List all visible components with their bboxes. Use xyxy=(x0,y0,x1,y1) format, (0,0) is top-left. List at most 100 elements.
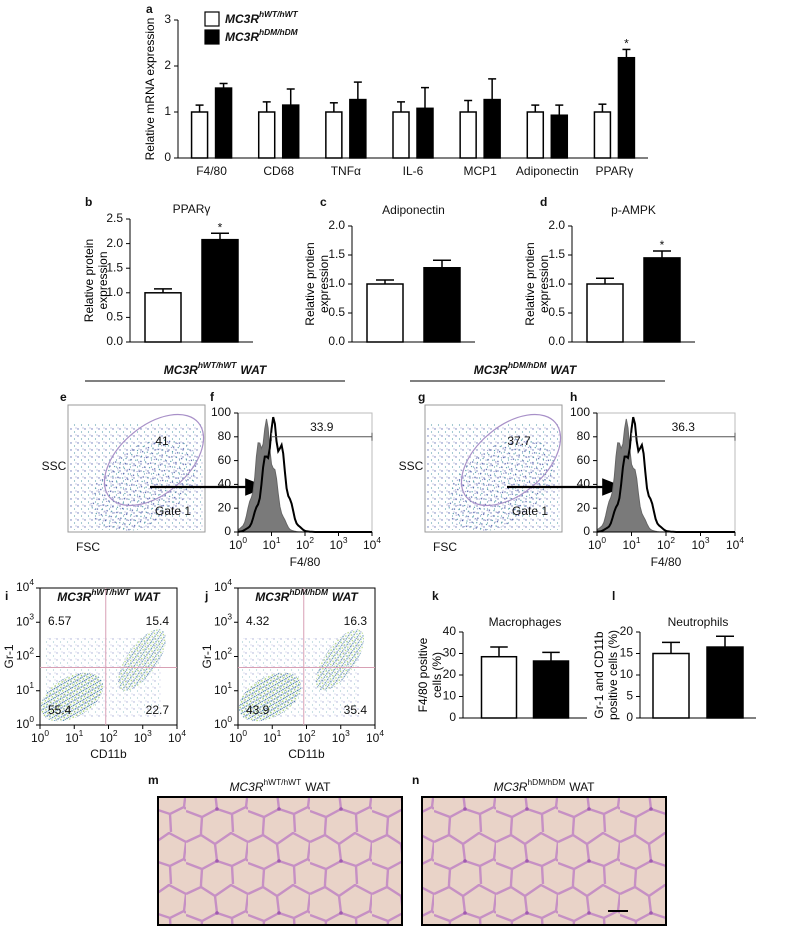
x-tick-label: 100 xyxy=(588,535,606,552)
y-tick-label: 3 xyxy=(164,12,171,26)
panel-letter: h xyxy=(570,390,577,404)
gate-name: Gate 1 xyxy=(155,504,191,518)
tick-exponent: 0 xyxy=(227,714,232,724)
y-axis-label: SSC xyxy=(42,459,67,473)
y-axis-label: Gr-1 xyxy=(200,644,214,668)
tick-base: 10 xyxy=(297,731,311,745)
y-axis-label-box: Gr-1 and CD11b positive cells (%) xyxy=(592,630,620,720)
tick-base: 10 xyxy=(168,731,182,745)
y-tick-label: 20 xyxy=(443,667,457,681)
tick-base: 10 xyxy=(332,731,346,745)
tick-exponent: 2 xyxy=(670,535,675,545)
tick-base: 10 xyxy=(134,731,148,745)
x-tick-label: 103 xyxy=(691,535,709,552)
tick-exponent: 1 xyxy=(79,728,84,738)
tick-exponent: 2 xyxy=(227,646,232,656)
label: MC3RhWT/hWT WAT xyxy=(57,587,161,604)
tick-base: 10 xyxy=(262,538,276,552)
histology-image xyxy=(157,796,403,926)
x-tick-label: TNFα xyxy=(331,164,361,178)
panel-letter: k xyxy=(432,589,439,603)
y-tick-label: 1.0 xyxy=(548,276,565,290)
bar xyxy=(325,111,343,159)
bar xyxy=(532,660,570,719)
tick-base: 10 xyxy=(16,580,30,594)
y-tick-label: 10 xyxy=(443,689,457,703)
y-tick-label: 2 xyxy=(164,58,171,72)
panel-letter: j xyxy=(204,589,208,603)
x-tick-label: 100 xyxy=(229,535,247,552)
legend-swatch xyxy=(204,11,220,27)
label-superscript: hDM/hDM xyxy=(527,777,565,787)
y-tick-label: 0 xyxy=(164,150,171,164)
tick-base: 10 xyxy=(16,649,30,663)
label-superscript: hWT/hWT xyxy=(91,587,130,597)
panel-letter: i xyxy=(5,589,8,603)
y-axis-label-box: F4/80 positive cells (%) xyxy=(416,638,444,713)
y-tick-label: 0 xyxy=(626,710,633,724)
tick-exponent: 4 xyxy=(739,535,744,545)
y-axis-label-box: Relative protien expression xyxy=(523,242,551,325)
tick-base: 10 xyxy=(296,538,310,552)
panel-letter: l xyxy=(612,589,615,603)
x-tick-label: 104 xyxy=(366,728,384,745)
tick-exponent: 4 xyxy=(181,728,186,738)
chart-title: PPARγ xyxy=(173,202,211,216)
tick-base: 10 xyxy=(65,731,79,745)
label-superscript: hWT/hWT xyxy=(264,777,302,787)
y-tick-label: 1 xyxy=(164,104,171,118)
y-tick-label: 1.5 xyxy=(328,247,345,261)
x-tick-label: 104 xyxy=(726,535,744,552)
y-tick-label: 0.5 xyxy=(548,305,565,319)
label-suffix: WAT xyxy=(240,363,267,377)
bar xyxy=(459,111,477,159)
tick-exponent: 0 xyxy=(601,535,606,545)
panel-letter: g xyxy=(418,390,425,404)
x-tick-label: 102 xyxy=(296,535,314,552)
gate-percentage: 37.7 xyxy=(507,434,531,448)
x-tick-label: Adiponectin xyxy=(516,164,579,178)
legend-swatch xyxy=(204,29,220,45)
tick-base: 10 xyxy=(726,538,740,552)
event-core xyxy=(447,438,555,532)
label-name: MC3R xyxy=(229,780,263,794)
label: MC3RhWT/hWT WAT xyxy=(229,777,331,794)
y-axis-label: Relative protein expression xyxy=(82,238,110,323)
panel-letter: d xyxy=(540,195,547,209)
tick-exponent: 2 xyxy=(311,728,316,738)
label: MC3RhDM/hDM WAT xyxy=(474,360,578,377)
x-tick-label: 101 xyxy=(622,535,640,552)
y-tick-label: 1.0 xyxy=(106,285,123,299)
tick-base: 10 xyxy=(229,731,243,745)
y-axis-label: Gr-1 xyxy=(2,644,16,668)
chart-title: p-AMPK xyxy=(611,203,656,217)
legend-name: MC3R xyxy=(225,30,259,44)
tick-base: 10 xyxy=(229,538,243,552)
x-tick-label: 100 xyxy=(229,728,247,745)
bar xyxy=(706,646,744,719)
y-tick-label: 0 xyxy=(224,524,231,538)
x-tick-label: 102 xyxy=(99,728,117,745)
tick-exponent: 4 xyxy=(227,577,232,587)
event-core xyxy=(90,438,198,532)
significance-mark: * xyxy=(624,37,629,51)
y-tick-label: 20 xyxy=(218,500,232,514)
quadrant-percentage: 35.4 xyxy=(344,703,368,717)
tick-exponent: 3 xyxy=(343,535,348,545)
y-tick-label: 30 xyxy=(443,646,457,660)
legend-name: MC3R xyxy=(225,12,259,26)
tick-exponent: 3 xyxy=(705,535,710,545)
label-superscript: hDM/hDM xyxy=(289,587,329,597)
tick-exponent: 1 xyxy=(276,535,281,545)
tick-exponent: 1 xyxy=(227,680,232,690)
tick-exponent: 0 xyxy=(44,728,49,738)
x-tick-label: CD68 xyxy=(263,164,294,178)
y-tick-label: 20 xyxy=(620,624,634,638)
quadrant-percentage: 4.32 xyxy=(246,614,270,628)
y-tick-label: 101 xyxy=(16,680,34,697)
significance-mark: * xyxy=(218,220,223,234)
panel-letter: e xyxy=(60,390,67,404)
legend-label: MC3RhWT/hWT xyxy=(225,9,298,26)
y-tick-label: 40 xyxy=(218,477,232,491)
panel-letter: f xyxy=(210,390,215,404)
